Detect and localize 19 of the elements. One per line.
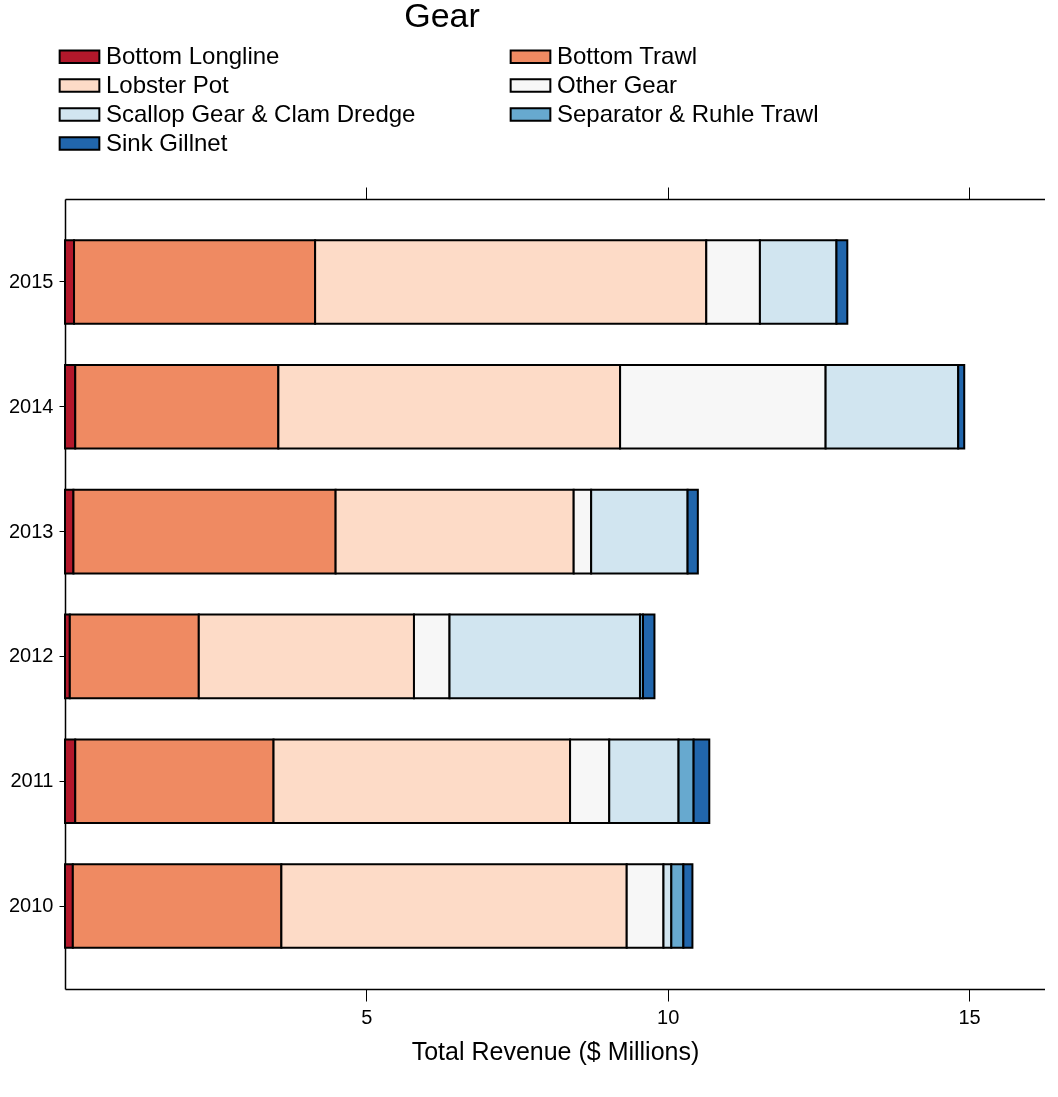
y-tick-label: 2012	[9, 644, 54, 667]
y-tick-label: 2011	[10, 769, 54, 792]
bar	[642, 613, 656, 700]
legend-label: Bottom Longline	[106, 41, 280, 69]
y-tick-label: 2013	[9, 519, 54, 542]
legend-label: Scallop Gear & Clam Dredge	[106, 99, 416, 127]
legend-label: Bottom Trawl	[557, 41, 698, 69]
legend-label: Separator & Ruhle Trawl	[557, 99, 819, 127]
y-tick-label: 2010	[9, 894, 54, 917]
x-tick-label: 5	[361, 1005, 373, 1028]
x-tick-label: 15	[958, 1005, 981, 1028]
legend-title: Gear	[404, 0, 480, 34]
legend-label: Other Gear	[557, 70, 678, 98]
legend-label: Lobster Pot	[106, 70, 230, 98]
x-tick-label: 10	[657, 1005, 680, 1028]
y-tick-label: 2014	[9, 394, 54, 417]
legend-label: Sink Gillnet	[106, 128, 228, 156]
y-tick-label: 2015	[9, 269, 54, 292]
x-axis-title: Total Revenue ($ Millions)	[411, 1036, 700, 1065]
